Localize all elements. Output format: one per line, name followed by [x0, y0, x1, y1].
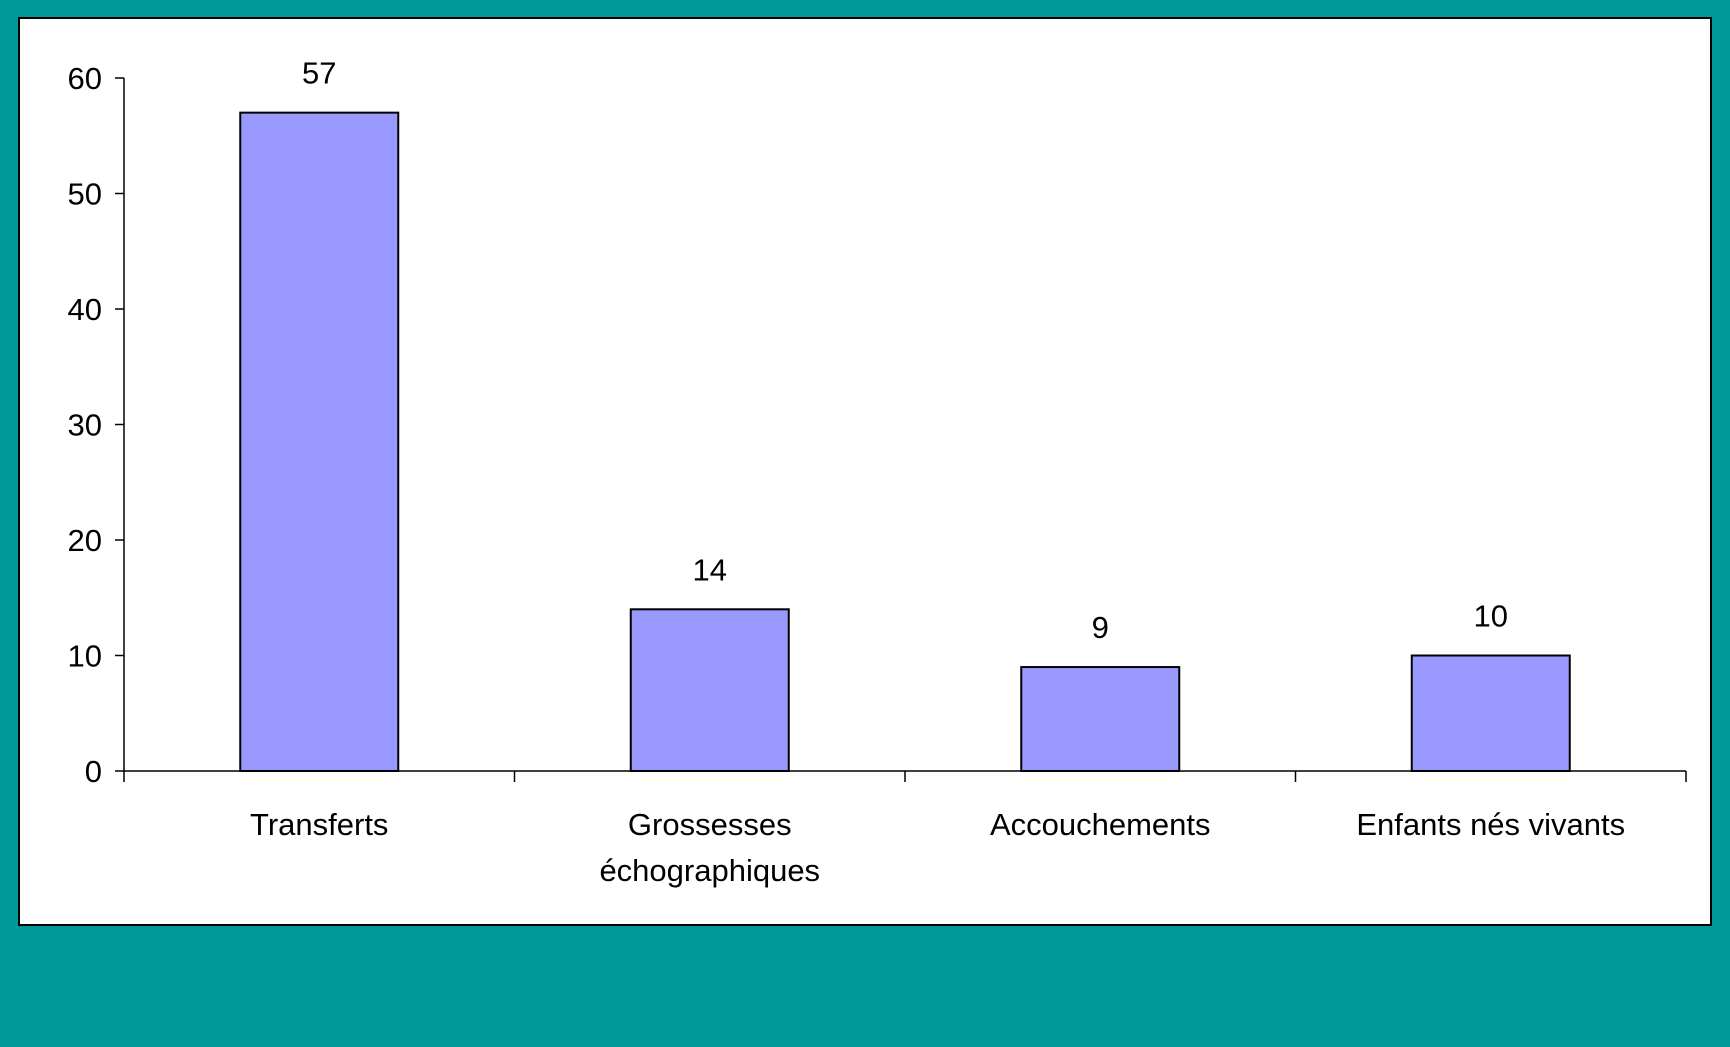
y-axis: 0 10 20 30 40 50 60 — [68, 61, 125, 789]
x-axis — [123, 770, 1687, 782]
category-labels: Transferts Grossesses échographiques Accouc… — [250, 807, 1625, 888]
data-label: 10 — [1474, 599, 1508, 634]
data-label: 57 — [302, 56, 336, 91]
x-tick-label-line: Enfants nés vivants — [1356, 807, 1625, 842]
x-tick-label: Grossesses échographiques — [599, 807, 820, 888]
bar — [1020, 666, 1181, 772]
x-tick-label: Enfants nés vivants — [1356, 807, 1625, 842]
x-tick-label-line: Accouchements — [990, 807, 1211, 842]
x-tick-label-line: Grossesses — [628, 807, 792, 842]
y-tick-label: 10 — [68, 639, 102, 674]
x-tick-label: Transferts — [250, 807, 388, 842]
x-tick-label: Accouchements — [990, 807, 1211, 842]
bar — [629, 608, 790, 772]
x-tick-label-line: Transferts — [250, 807, 388, 842]
y-tick-label: 60 — [68, 61, 102, 96]
data-labels: 57 14 9 10 — [302, 56, 1508, 645]
data-label: 9 — [1092, 610, 1109, 645]
bar — [239, 111, 400, 772]
data-label: 14 — [693, 552, 727, 587]
y-tick-label: 40 — [68, 292, 102, 327]
bars — [239, 111, 1571, 772]
y-tick-label: 20 — [68, 523, 102, 558]
y-tick-label: 50 — [68, 177, 102, 212]
y-tick-label: 30 — [68, 408, 102, 443]
y-tick-label: 0 — [85, 754, 102, 789]
chart-area: 0 10 20 30 40 50 60 57 14 9 10 Transferts Grossess… — [18, 17, 1712, 926]
x-tick-label-line: échographiques — [599, 853, 820, 888]
bar — [1410, 654, 1571, 772]
bar-chart: 0 10 20 30 40 50 60 57 14 9 10 Transferts Grossess… — [68, 56, 1687, 888]
